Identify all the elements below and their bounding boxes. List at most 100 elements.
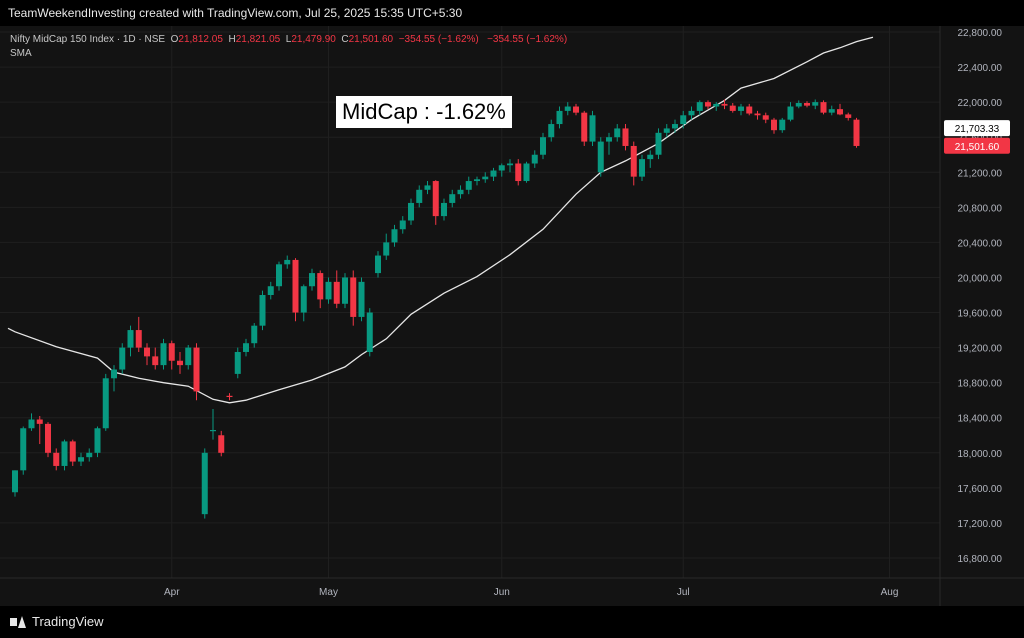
tradingview-logo-icon xyxy=(10,615,26,628)
high-value: 21,821.05 xyxy=(235,34,281,45)
sma-value-label: 21,703.33 xyxy=(955,124,1000,135)
candle-body xyxy=(333,281,340,304)
candle-body xyxy=(597,141,604,173)
candle-body xyxy=(300,286,307,313)
candle-body xyxy=(449,194,456,203)
candle-body xyxy=(853,119,860,146)
candle-body xyxy=(135,330,142,348)
last-price-label: 21,501.60 xyxy=(955,142,1000,153)
candle-body xyxy=(630,145,637,177)
candle-body xyxy=(721,103,728,106)
candle-body xyxy=(267,286,274,295)
last-price-badge xyxy=(944,137,1010,154)
high-label: H xyxy=(228,34,236,45)
candle-body xyxy=(127,330,134,348)
candle-body xyxy=(144,347,150,357)
credit-text: TeamWeekendInvesting created with Tradin… xyxy=(8,6,463,20)
candle-body xyxy=(399,220,406,230)
candle-body xyxy=(606,137,612,142)
x-tick-label: Jul xyxy=(677,587,690,598)
candle-body xyxy=(614,128,621,138)
candle-body xyxy=(713,103,720,107)
candle-body xyxy=(408,202,414,221)
sma-indicator-label[interactable]: SMA xyxy=(10,48,32,59)
candle-body xyxy=(119,347,126,370)
candle-body xyxy=(804,103,810,106)
candle-body xyxy=(498,165,505,171)
candle-body xyxy=(622,128,629,146)
candle-body xyxy=(284,259,291,265)
candle-body xyxy=(680,115,687,125)
close-label: C xyxy=(341,34,349,45)
candle-body xyxy=(457,189,464,195)
candle-body xyxy=(168,343,175,361)
ohlc-legend: Nifty MidCap 150 Index · 1D · NSE O21,81… xyxy=(10,34,567,45)
brand-label: TradingView xyxy=(32,614,104,629)
y-tick-label: 21,200.00 xyxy=(958,168,1003,179)
candle-body xyxy=(317,273,324,300)
candle-body xyxy=(441,202,447,217)
candle-body xyxy=(185,347,192,366)
candle-body xyxy=(292,259,299,313)
candle-body xyxy=(820,102,827,113)
candle-body xyxy=(94,428,101,453)
open-value: 21,812.05 xyxy=(178,34,223,45)
candle-body xyxy=(61,441,68,466)
candle-body xyxy=(152,356,159,366)
y-tick-label: 20,000.00 xyxy=(958,273,1003,284)
candle-body xyxy=(795,103,802,107)
tradingview-logo[interactable]: TradingView xyxy=(10,614,104,629)
candle-body xyxy=(787,106,794,120)
candle-body xyxy=(556,110,563,125)
candle-body xyxy=(490,170,497,177)
candle-body xyxy=(226,395,233,398)
candle-body xyxy=(350,277,357,317)
candle-body xyxy=(548,124,555,138)
y-tick-label: 19,600.00 xyxy=(958,309,1003,320)
close-value: 21,501.60 xyxy=(348,34,394,45)
x-tick-label: Aug xyxy=(881,587,899,598)
candle-body xyxy=(102,378,109,429)
x-tick-label: Apr xyxy=(164,587,180,598)
y-tick-label: 19,200.00 xyxy=(958,344,1003,355)
candle-body xyxy=(540,137,546,155)
candle-body xyxy=(259,295,266,326)
symbol-label: Nifty MidCap 150 Index · 1D · NSE xyxy=(10,34,166,45)
candle-body xyxy=(325,281,332,300)
candle-body xyxy=(688,110,695,116)
candle-body xyxy=(746,106,753,114)
candle-body xyxy=(342,277,348,304)
candle-body xyxy=(754,113,761,116)
change-value: −354.55 (−1.62%) xyxy=(398,34,479,45)
y-tick-label: 20,800.00 xyxy=(958,203,1003,214)
candle-body xyxy=(12,470,18,493)
candle-body xyxy=(589,115,596,142)
candle-body xyxy=(309,273,315,287)
candle-body xyxy=(581,112,588,142)
candle-body xyxy=(663,128,670,133)
candle-body xyxy=(383,242,390,256)
candle-body xyxy=(828,109,835,113)
candle-body xyxy=(779,119,786,131)
candle-body xyxy=(812,102,819,106)
candle-body xyxy=(573,106,579,113)
candle-body xyxy=(78,457,84,462)
chart-frame[interactable] xyxy=(0,26,1024,606)
candle-body xyxy=(416,189,423,203)
y-tick-label: 22,000.00 xyxy=(958,98,1003,109)
change-value-2: −354.55 (−1.62%) xyxy=(487,34,568,45)
y-tick-label: 18,000.00 xyxy=(958,449,1003,460)
candle-body xyxy=(45,423,51,453)
candle-body xyxy=(160,343,167,366)
candle-body xyxy=(53,452,60,466)
candle-body xyxy=(696,102,703,111)
candle-body xyxy=(762,115,769,120)
x-tick-label: May xyxy=(319,587,338,598)
low-value: 21,479.90 xyxy=(291,34,336,45)
grid xyxy=(0,26,1024,606)
candle-body xyxy=(28,419,35,429)
candle-body xyxy=(523,163,530,182)
low-label: L xyxy=(285,34,292,45)
price-labels: 21,703.33 21,501.60 xyxy=(944,120,1010,154)
